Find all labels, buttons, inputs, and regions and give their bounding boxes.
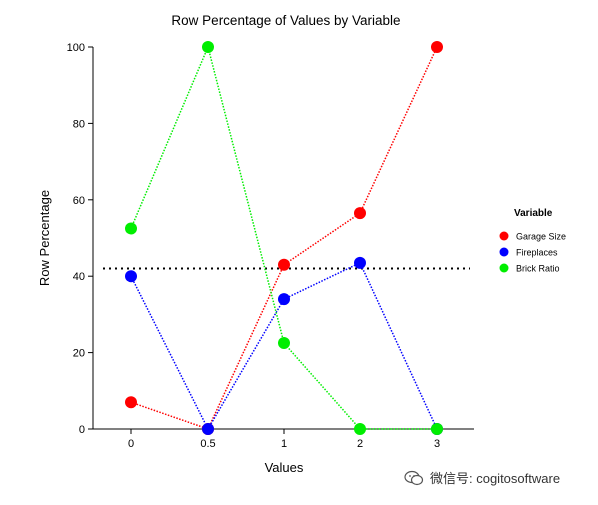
x-tick-label: 2 xyxy=(357,438,363,450)
x-tick-label: 3 xyxy=(434,438,440,450)
data-point xyxy=(202,423,214,435)
x-axis-label: Values xyxy=(265,460,304,475)
legend-marker xyxy=(499,263,509,273)
legend-label: Garage Size xyxy=(516,232,566,242)
data-point xyxy=(431,423,443,435)
x-tick-label: 0.5 xyxy=(200,438,215,450)
data-point xyxy=(431,41,443,53)
y-tick-label: 0 xyxy=(79,424,85,436)
y-tick-label: 40 xyxy=(73,271,85,283)
y-tick-label: 80 xyxy=(73,118,85,130)
data-point xyxy=(125,222,137,235)
watermark-text: 微信号: cogitosoftware xyxy=(430,471,561,486)
legend-label: Brick Ratio xyxy=(516,264,560,274)
y-tick-label: 100 xyxy=(67,42,85,54)
x-tick-label: 1 xyxy=(281,438,287,450)
series-line xyxy=(130,44,437,430)
y-axis-label: Row Percentage xyxy=(37,190,52,286)
data-point xyxy=(202,41,214,53)
data-point xyxy=(125,396,137,409)
legend-marker xyxy=(499,247,509,257)
series-layer xyxy=(125,41,443,435)
legend-label: Fireplaces xyxy=(516,248,558,258)
legend: Variable Garage Size Fireplaces Brick Rati… xyxy=(499,208,566,274)
data-point xyxy=(125,270,137,283)
data-point xyxy=(354,207,366,220)
series-line xyxy=(130,46,438,430)
x-tick-label: 0 xyxy=(128,438,134,450)
data-point xyxy=(278,258,290,271)
legend-title: Variable xyxy=(514,208,553,219)
legend-marker xyxy=(499,231,509,241)
data-point xyxy=(278,337,290,350)
chart-title: Row Percentage of Values by Variable xyxy=(171,13,400,28)
data-point xyxy=(278,293,290,306)
y-tick-label: 20 xyxy=(73,348,85,360)
data-point xyxy=(354,423,366,435)
y-tick-label: 60 xyxy=(73,195,85,207)
data-point xyxy=(354,256,366,269)
axes: 0 20 40 60 80 100 0 0.5 1 2 3 xyxy=(67,42,474,450)
wechat-icon xyxy=(404,470,424,485)
watermark: 微信号: cogitosoftware xyxy=(404,468,560,487)
